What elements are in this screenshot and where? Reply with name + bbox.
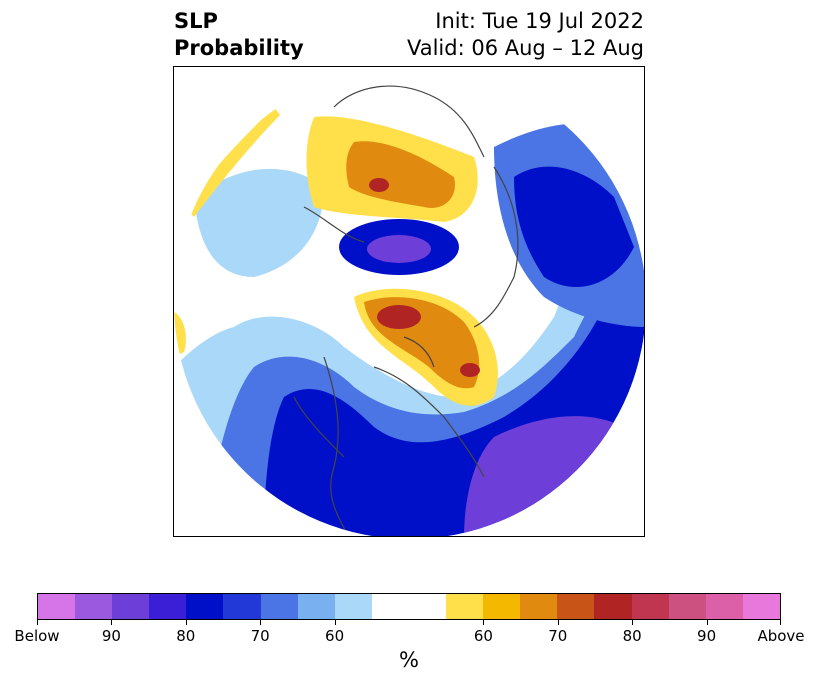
colorbar-segment	[371, 594, 447, 619]
colorbar-tick	[632, 620, 634, 625]
colorbar-unit: %	[399, 648, 419, 672]
date-info: Init: Tue 19 Jul 2022 Valid: 06 Aug – 12…	[407, 8, 644, 62]
colorbar-segment	[483, 594, 521, 619]
colorbar-segment	[705, 594, 743, 619]
colorbar-tick	[706, 620, 708, 625]
colorbar-segment	[334, 594, 372, 619]
colorbar-tick-label: 70	[250, 627, 270, 645]
central-below-90	[367, 235, 431, 263]
colorbar-segment	[223, 594, 261, 619]
east-above-80	[460, 363, 480, 377]
colorbar-tick-label: 90	[101, 627, 121, 645]
colorbar-tick-label: Above	[757, 627, 805, 645]
colorbar-tick	[557, 620, 559, 625]
probability-field	[174, 67, 644, 536]
colorbar-tick-label: 60	[325, 627, 345, 645]
colorbar-tick-label: 80	[176, 627, 196, 645]
colorbar-segment	[38, 594, 76, 619]
left-yellow-strip	[184, 107, 280, 217]
valid-range: Valid: 06 Aug – 12 Aug	[406, 36, 644, 60]
colorbar-tick-label: Below	[14, 627, 60, 645]
colorbar-segment	[186, 594, 224, 619]
colorbar-segment	[631, 594, 669, 619]
colorbar-segment	[297, 594, 335, 619]
central-above-80	[377, 305, 421, 329]
colorbar-tick-label: 60	[473, 627, 493, 645]
coastlines	[293, 85, 519, 536]
title-line-2: Probability	[174, 36, 304, 60]
init-date: Init: Tue 19 Jul 2022	[435, 9, 644, 33]
colorbar	[37, 593, 781, 620]
colorbar-tick-label: 70	[548, 627, 568, 645]
colorbar-segment	[520, 594, 558, 619]
polar-map	[173, 66, 645, 537]
colorbar-tick-label: 80	[622, 627, 642, 645]
colorbar-tick	[483, 620, 485, 625]
title-line-1: SLP	[174, 9, 218, 33]
colorbar-tick	[780, 620, 781, 625]
colorbar-segment	[742, 594, 780, 619]
colorbar-tick	[111, 620, 113, 625]
colorbar-segment	[446, 594, 484, 619]
colorbar-tick-label: 90	[697, 627, 717, 645]
colorbar-segment	[75, 594, 113, 619]
colorbar-tick	[185, 620, 187, 625]
colorbar-tick	[260, 620, 262, 625]
colorbar-tick	[37, 620, 38, 625]
colorbar-segment	[668, 594, 706, 619]
colorbar-segment	[557, 594, 595, 619]
chart-title: SLP Probability	[174, 8, 304, 62]
left-below-60	[194, 168, 324, 277]
colorbar-segment	[112, 594, 150, 619]
colorbar-segment	[149, 594, 187, 619]
upper-above-80	[369, 178, 389, 192]
map-canvas	[174, 67, 644, 536]
colorbar-segment	[594, 594, 632, 619]
colorbar-tick	[334, 620, 336, 625]
below-80-upper	[514, 166, 634, 287]
upper-above-70	[346, 141, 455, 208]
colorbar-segment	[260, 594, 298, 619]
